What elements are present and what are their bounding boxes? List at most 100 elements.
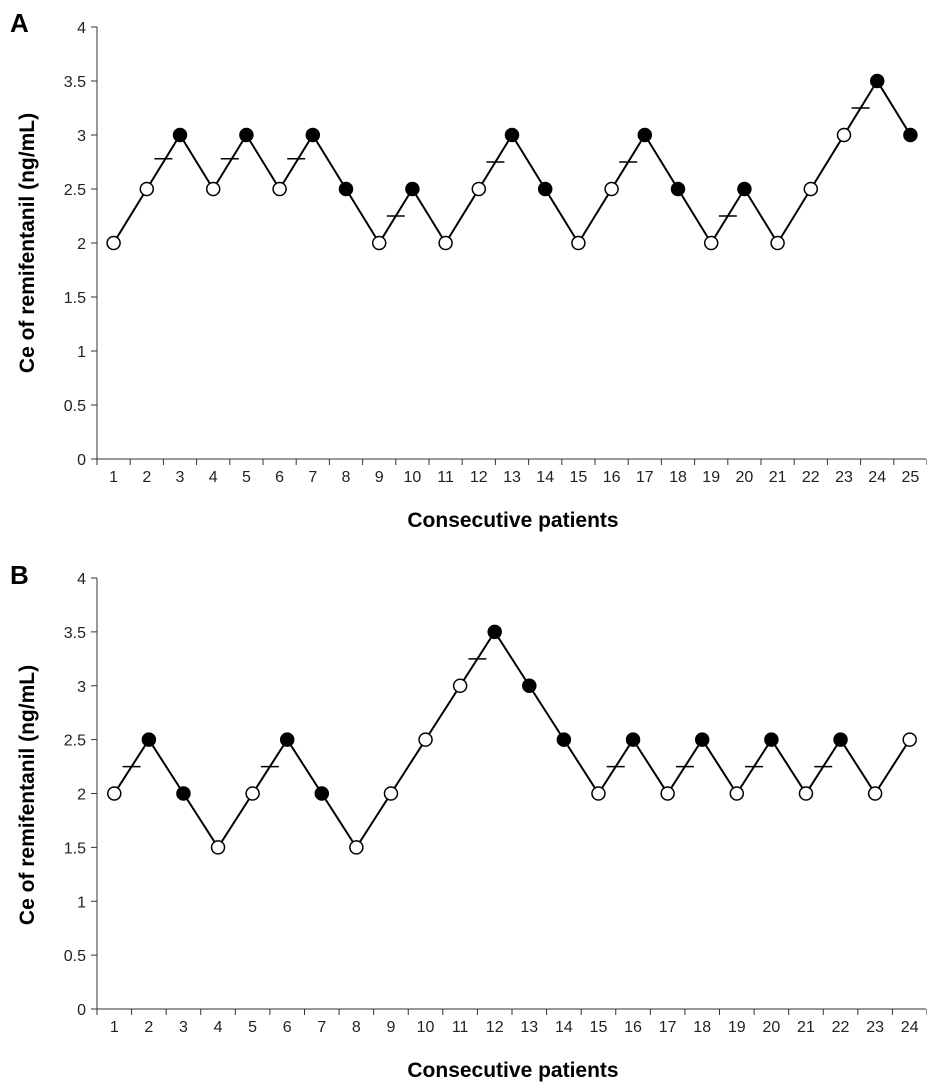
y-tick-label-b: 2.5 [64, 733, 86, 750]
filled-point-a [903, 127, 918, 143]
filled-point-a [637, 127, 653, 143]
x-tick-label-a: 1 [109, 469, 118, 486]
open-point-b [591, 786, 606, 801]
x-tick-label-a: 19 [702, 469, 720, 486]
open-point-a [438, 235, 453, 251]
open-point-a [471, 181, 487, 197]
filled-point-a [405, 181, 420, 197]
y-tick-label-a: 0.5 [64, 398, 86, 415]
open-point-b [729, 786, 745, 801]
x-tick-label-a: 17 [636, 469, 654, 486]
x-tick-label-b: 22 [832, 1019, 850, 1036]
filled-point-b [314, 786, 330, 801]
x-tick-label-a: 14 [536, 469, 554, 486]
x-tick-label-a: 9 [375, 469, 384, 486]
filled-point-b [279, 732, 295, 747]
y-tick-label-a: 3 [77, 128, 86, 145]
open-point-b [660, 786, 675, 801]
open-point-b [107, 786, 122, 801]
x-tick-label-a: 22 [802, 469, 820, 486]
x-tick-label-b: 20 [762, 1019, 780, 1036]
y-tick-label-a: 2.5 [64, 182, 86, 199]
x-tick-label-a: 25 [902, 469, 920, 486]
open-point-a [106, 235, 121, 251]
y-tick-label-a: 3.5 [64, 74, 86, 91]
open-point-a [770, 235, 785, 251]
x-tick-label-a: 12 [470, 469, 488, 486]
x-tick-label-a: 2 [142, 469, 151, 486]
open-point-a [205, 181, 221, 197]
series-line-a [112, 79, 912, 245]
y-tick-label-a: 0 [77, 452, 86, 469]
x-tick-label-b: 1 [110, 1019, 119, 1036]
y-axis-title-b: Ce of remifentanil (ng/mL) [16, 665, 39, 925]
x-tick-label-a: 21 [769, 469, 787, 486]
x-tick-label-b: 21 [797, 1019, 815, 1036]
x-tick-label-a: 5 [242, 469, 251, 486]
open-point-b [902, 732, 917, 747]
filled-point-b [141, 732, 157, 747]
x-tick-label-a: 10 [404, 469, 422, 486]
filled-point-a [737, 181, 752, 197]
filled-point-a [239, 127, 254, 143]
x-tick-label-a: 3 [176, 469, 185, 486]
y-tick-label-b: 2 [77, 787, 86, 804]
x-tick-label-b: 10 [417, 1019, 435, 1036]
filled-point-b [694, 732, 710, 747]
x-tick-label-a: 13 [503, 469, 521, 486]
x-tick-label-b: 9 [387, 1019, 396, 1036]
filled-point-b [833, 732, 848, 747]
open-point-b [418, 732, 433, 747]
x-tick-label-b: 11 [452, 1019, 469, 1036]
open-point-b [210, 840, 226, 855]
open-point-a [703, 235, 719, 251]
y-tick-label-a: 4 [77, 20, 86, 37]
x-tick-label-a: 20 [736, 469, 754, 486]
filled-point-a [172, 127, 188, 143]
filled-point-b [522, 678, 537, 693]
chart-b-svg: B Consecutive patients Ce of remifentani… [10, 560, 927, 1082]
panel-label-b: B [10, 560, 29, 590]
open-point-a [571, 235, 586, 251]
chart-panel-a: A Consecutive patients Ce of remifentani… [0, 0, 927, 540]
filled-point-a [504, 127, 520, 143]
filled-point-a [305, 127, 321, 143]
y-axis-title-a: Ce of remifentanil (ng/mL) [16, 113, 39, 373]
x-tick-label-b: 5 [248, 1019, 257, 1036]
filled-point-b [764, 732, 779, 747]
open-point-a [803, 181, 819, 197]
x-tick-label-b: 12 [486, 1019, 504, 1036]
y-tick-label-a: 1.5 [64, 290, 86, 307]
filled-point-a [670, 181, 686, 197]
y-tick-label-b: 0.5 [64, 948, 86, 965]
x-tick-label-b: 13 [520, 1019, 538, 1036]
open-point-b [349, 840, 364, 855]
x-tick-label-b: 18 [693, 1019, 711, 1036]
y-tick-label-b: 1 [77, 894, 86, 911]
x-tick-label-b: 3 [179, 1019, 188, 1036]
x-tick-label-b: 24 [901, 1019, 919, 1036]
y-tick-label-b: 4 [77, 571, 86, 588]
filled-point-b [176, 786, 191, 801]
y-tick-label-b: 3.5 [64, 625, 86, 642]
open-point-b [383, 786, 399, 801]
x-tick-label-b: 16 [624, 1019, 642, 1036]
x-tick-label-b: 4 [214, 1019, 223, 1036]
x-axis-title-b: Consecutive patients [407, 1059, 618, 1082]
y-tick-label-b: 1.5 [64, 840, 86, 857]
x-tick-label-b: 7 [317, 1019, 326, 1036]
chart-panel-b: B Consecutive patients Ce of remifentani… [0, 550, 927, 1090]
x-axis-title-a: Consecutive patients [407, 509, 618, 532]
x-tick-label-a: 18 [669, 469, 687, 486]
open-point-b [452, 678, 468, 693]
filled-point-a [338, 181, 354, 197]
filled-point-b [556, 732, 572, 747]
x-tick-label-b: 14 [555, 1019, 573, 1036]
panel-label-a: A [10, 8, 29, 38]
x-tick-label-a: 8 [342, 469, 351, 486]
open-point-a [139, 181, 155, 197]
x-tick-label-a: 15 [570, 469, 588, 486]
filled-point-a [869, 73, 885, 89]
x-tick-label-b: 8 [352, 1019, 361, 1036]
plot-area-a: 00.511.522.533.541 2 3 4 5 6 7 8 9 10 11 12 13 14 15 16… [64, 20, 927, 486]
